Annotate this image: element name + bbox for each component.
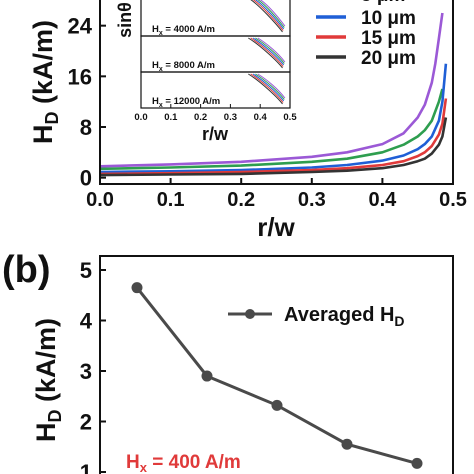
data-point xyxy=(201,370,213,382)
inset-x-axis-label: r/w xyxy=(202,124,229,144)
panel-b-chart: (b) HD (kA/m) 1 2 3 4 5 Averaged HD Hx = 400… xyxy=(2,249,454,474)
inset-curve xyxy=(250,37,284,67)
inset-x-tick-label: 0.2 xyxy=(194,112,207,123)
y-axis-label-b: HD (kA/m) xyxy=(31,318,65,442)
panel-label-b: (b) xyxy=(2,249,51,291)
legend-a-label: 5 μm xyxy=(361,0,405,6)
plot-frame-b xyxy=(99,255,454,474)
inset-curve xyxy=(248,73,283,105)
inset-curves xyxy=(248,0,286,105)
inset-x-ticks: 0.0 0.1 0.2 0.3 0.4 0.5 xyxy=(134,104,297,123)
y-tick-label-b: 5 xyxy=(80,258,92,283)
y-tick-label-a: 0 xyxy=(80,166,92,191)
inset-chart: sinθ Hx = 4000 A/m Hx = 8000 A/m Hx = 12… xyxy=(115,0,297,144)
series-line-4 xyxy=(99,98,448,176)
inset-curve xyxy=(252,0,284,31)
x-tick-label-a: 0.2 xyxy=(227,189,255,211)
inset-x-tick-label: 0.4 xyxy=(254,112,268,123)
legend-b-marker xyxy=(245,309,255,319)
y-tick-label-a: 16 xyxy=(68,64,92,89)
y-tick-label-b: 1 xyxy=(80,460,92,474)
x-tick-label-a: 0.1 xyxy=(157,189,185,211)
inset-x-tick-label: 0.0 xyxy=(134,112,147,123)
inset-curve xyxy=(257,37,286,63)
y-tick-label-a: 8 xyxy=(80,115,92,140)
inset-curve xyxy=(259,0,286,27)
series-averaged-hd xyxy=(131,282,423,469)
x-tick-label-a: 0.0 xyxy=(86,189,114,211)
inset-curve xyxy=(255,73,285,100)
inset-curve xyxy=(252,37,285,66)
y-ticks-a: 0 8 16 24 xyxy=(68,14,106,191)
legend-b-label: Averaged HD xyxy=(284,304,405,329)
y-axis-label-a: HD (kA/m) xyxy=(28,20,62,144)
inset-curve xyxy=(250,0,283,33)
x-tick-label-a: 0.3 xyxy=(298,189,326,211)
x-tick-label-a: 0.5 xyxy=(439,189,467,211)
inset-x-tick-label: 0.5 xyxy=(283,112,297,123)
inset-panel-label-1: Hx = 4000 A/m xyxy=(152,24,215,37)
inset-panel-label-2: Hx = 8000 A/m xyxy=(152,60,215,73)
data-point xyxy=(271,399,283,411)
legend-a-label: 10 μm xyxy=(361,8,416,29)
legend-b: Averaged HD xyxy=(228,304,405,329)
series-line-1 xyxy=(99,88,444,171)
annotation-b: Hx = 400 A/m xyxy=(126,452,241,474)
inset-curve xyxy=(250,73,284,103)
series-line-3 xyxy=(99,63,448,174)
data-point xyxy=(411,457,423,469)
inset-curve xyxy=(255,0,285,30)
y-tick-label-b: 4 xyxy=(80,309,93,334)
legend-a-label: 15 μm xyxy=(361,28,416,49)
inset-panel-label-3: Hx = 12000 A/m xyxy=(152,96,220,109)
x-ticks-a: 0.0 0.1 0.2 0.3 0.4 0.5 xyxy=(86,178,467,211)
inset-curve xyxy=(257,0,285,28)
inset-curve xyxy=(248,37,283,69)
data-point xyxy=(131,282,143,294)
inset-curve xyxy=(257,73,286,99)
data-point xyxy=(341,438,353,450)
series-lines-a xyxy=(99,12,448,177)
y-tick-label-b: 3 xyxy=(80,359,92,384)
inset-y-axis-label: sinθ xyxy=(115,2,135,38)
x-tick-label-a: 0.4 xyxy=(368,189,397,211)
inset-x-tick-label: 0.1 xyxy=(164,112,178,123)
series-line-2 xyxy=(99,12,444,168)
inset-curve xyxy=(255,37,285,64)
series-line-5 xyxy=(99,117,448,177)
inset-panel-bottom xyxy=(140,71,291,109)
inset-curve xyxy=(252,73,285,102)
inset-x-tick-label: 0.3 xyxy=(224,112,237,123)
y-ticks-b: 1 2 3 4 5 xyxy=(80,258,106,474)
legend-a-label: 20 μm xyxy=(361,48,416,69)
x-axis-label-a: r/w xyxy=(257,212,295,242)
y-tick-label-b: 2 xyxy=(80,410,92,435)
y-tick-label-a: 24 xyxy=(68,14,93,39)
plot-frame-a xyxy=(99,0,454,185)
